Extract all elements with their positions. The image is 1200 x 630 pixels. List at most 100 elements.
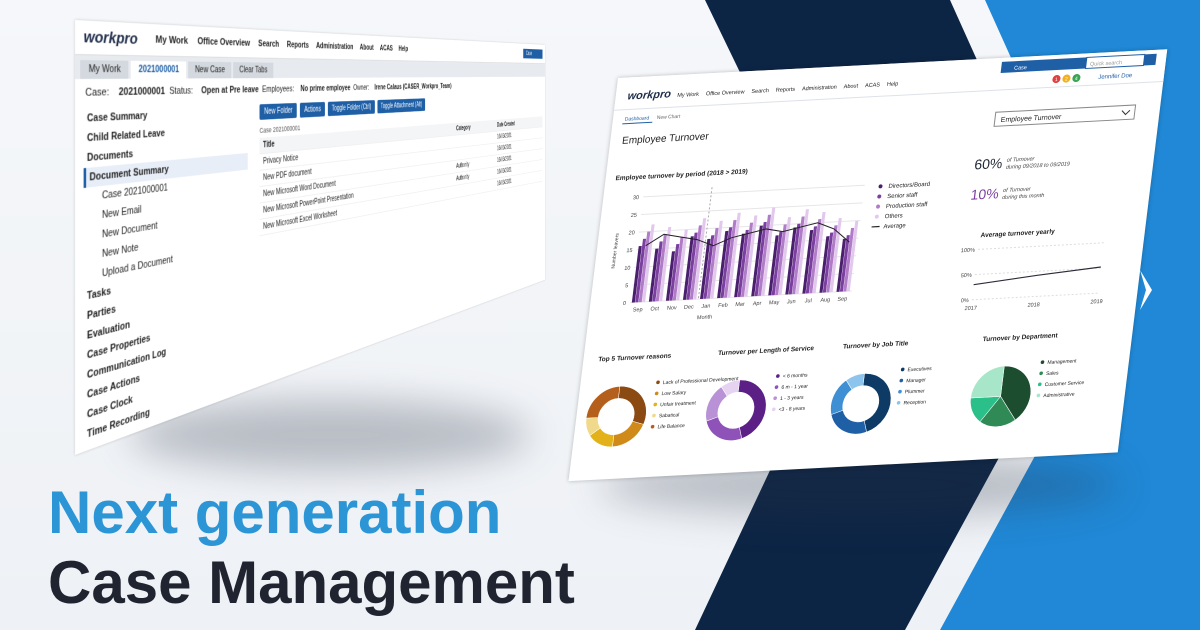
y-tick-label: 10 xyxy=(624,266,631,272)
bar xyxy=(706,227,719,299)
tab[interactable]: Dashboard xyxy=(624,115,649,122)
y-tick-label: 100% xyxy=(960,248,975,255)
slice xyxy=(618,386,647,425)
legend-label: Average xyxy=(883,223,907,230)
info-value: 2021000001 xyxy=(118,85,165,98)
headline-line: Next generation xyxy=(48,479,502,546)
legend-swatch xyxy=(896,400,901,405)
chart-title: Turnover by Department xyxy=(982,332,1059,343)
tab-underline xyxy=(622,121,653,125)
legend-label: Low Salary xyxy=(661,390,687,397)
legend-swatch xyxy=(654,391,659,396)
search-scope-box xyxy=(1000,57,1087,73)
slice xyxy=(845,373,865,390)
badge[interactable] xyxy=(1072,73,1081,83)
nav-item[interactable]: My Work xyxy=(155,34,188,47)
tab[interactable]: Clear Tabs xyxy=(233,62,274,79)
legend-swatch xyxy=(1039,371,1043,376)
nav-item[interactable]: About xyxy=(359,42,374,53)
search-scope[interactable]: Case xyxy=(523,48,543,59)
toolbar-button[interactable]: Toggle Folder (Ctrl) xyxy=(327,100,375,117)
bar xyxy=(652,241,663,302)
toolbar-button[interactable]: New Folder xyxy=(259,102,297,120)
badge[interactable] xyxy=(1062,74,1071,83)
bar xyxy=(737,229,749,298)
chart-title: Turnover per Length of Service xyxy=(718,345,815,357)
nav-item[interactable]: ACAS xyxy=(865,82,881,89)
bar xyxy=(635,238,647,303)
bar xyxy=(805,226,818,294)
nav-item[interactable]: ACAS xyxy=(379,43,393,53)
slice xyxy=(612,420,644,448)
bar xyxy=(836,238,847,292)
user-name[interactable]: Jennifer Doe xyxy=(1098,73,1133,81)
bar xyxy=(812,211,826,294)
nav-item[interactable]: Search xyxy=(258,38,280,50)
legend-label: Lack of Professional Development xyxy=(663,376,740,386)
bar xyxy=(802,229,814,294)
legend-label: Reception xyxy=(903,399,926,406)
x-tick-label: Oct xyxy=(650,306,660,312)
selector-arrow xyxy=(1121,109,1131,116)
y-tick-label: 20 xyxy=(628,230,635,236)
nav-item[interactable]: About xyxy=(843,83,859,90)
nav-item[interactable]: Reports xyxy=(775,87,795,94)
bar xyxy=(682,236,694,300)
legend-swatch xyxy=(877,194,882,199)
nav-item[interactable]: Office Overview xyxy=(197,36,251,49)
bar xyxy=(792,216,805,295)
slice xyxy=(721,379,740,397)
toolbar-button[interactable]: Toggle Attachment (Alt) xyxy=(377,98,426,114)
tab[interactable]: 2021000001 xyxy=(130,60,187,79)
nav-item[interactable]: Help xyxy=(398,44,409,54)
x-axis-label: Month xyxy=(697,314,713,321)
bar xyxy=(631,245,642,303)
legend-label: 6 m - 1 year xyxy=(781,383,809,390)
bar xyxy=(740,222,754,297)
legend-label: Customer Service xyxy=(1044,380,1084,388)
toolbar-button[interactable]: Actions xyxy=(299,101,325,118)
legend-label: < 6 months xyxy=(782,372,808,379)
bar xyxy=(693,218,707,300)
nav-item[interactable]: Administration xyxy=(315,41,354,52)
nav-item[interactable]: Reports xyxy=(286,39,309,51)
nav-item[interactable]: Administration xyxy=(802,85,837,93)
page-title: Employee Turnover xyxy=(621,131,709,147)
selector-box[interactable] xyxy=(993,104,1137,127)
bar xyxy=(669,244,680,301)
tab[interactable]: My Work xyxy=(80,60,129,79)
stat-text: of Turnover xyxy=(1003,187,1033,195)
nav-item[interactable]: Search xyxy=(751,88,769,95)
badge[interactable] xyxy=(1052,75,1061,84)
nav-item[interactable]: Office Overview xyxy=(705,89,745,97)
nav-item[interactable]: Help xyxy=(887,81,899,88)
info-label: Case: xyxy=(85,86,110,99)
legend-swatch xyxy=(874,214,879,219)
x-tick-label: Feb xyxy=(718,303,728,309)
legend-label: Plummer xyxy=(904,388,925,395)
headline-line: Case Management xyxy=(48,549,575,616)
legend-swatch xyxy=(774,385,779,389)
x-tick-label: 2018 xyxy=(1027,302,1040,309)
tab[interactable]: New Case xyxy=(188,61,232,79)
legend-swatch xyxy=(771,407,776,412)
x-tick-label: Dec xyxy=(684,304,695,311)
y-tick-label: 5 xyxy=(625,283,629,289)
badge-count: 1 xyxy=(1055,77,1059,83)
info-value: Irene Calaus (CASER_Workpro_Team) xyxy=(374,82,452,92)
legend-label: Executives xyxy=(907,366,932,373)
nav-item[interactable]: My Work xyxy=(677,92,699,99)
x-tick-label: Sep xyxy=(632,307,642,314)
slice xyxy=(1000,365,1032,421)
bar xyxy=(829,217,842,293)
stat-text: of Turnover xyxy=(1006,156,1036,164)
bar xyxy=(659,226,672,302)
search-button[interactable] xyxy=(1143,53,1157,66)
legend-swatch xyxy=(652,413,656,418)
search-scope[interactable]: Case xyxy=(1014,65,1028,72)
search-placeholder[interactable]: Quick search xyxy=(1090,60,1123,68)
legend-label: Unfair treatment xyxy=(660,400,697,408)
bar xyxy=(703,235,715,299)
tab[interactable]: New Chart xyxy=(656,114,681,121)
bar xyxy=(665,251,676,301)
